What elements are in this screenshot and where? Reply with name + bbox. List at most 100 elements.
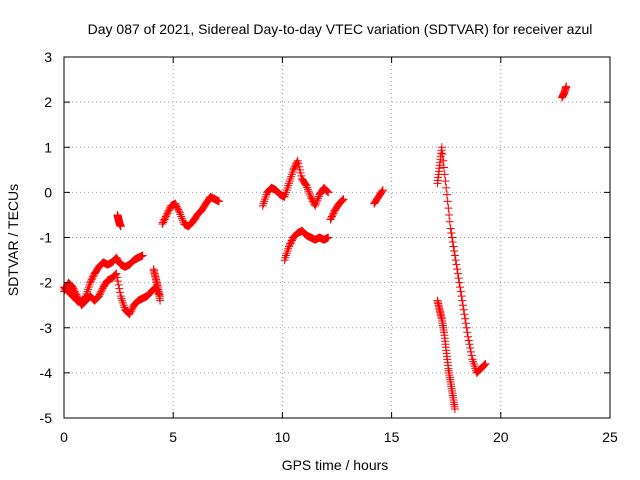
series-trace-12 [557, 82, 571, 102]
data-point [304, 187, 313, 196]
y-tick-label: -1 [40, 230, 53, 246]
data-point [156, 296, 165, 305]
data-point [465, 340, 474, 349]
series-trace-2 [60, 269, 165, 319]
data-point [113, 277, 122, 286]
data-point [177, 212, 186, 221]
y-tick-label: 2 [44, 94, 52, 110]
grid-layer [64, 57, 610, 418]
series-trace-8 [326, 195, 348, 224]
data-point [338, 195, 347, 204]
data-layer [60, 82, 571, 413]
data-point [292, 158, 301, 167]
data-point [448, 238, 457, 247]
data-point [453, 265, 462, 274]
y-tick-label: -3 [40, 320, 53, 336]
data-point [437, 143, 446, 152]
data-point [314, 194, 323, 203]
data-point [445, 210, 454, 219]
x-tick-label: 5 [169, 429, 177, 445]
data-point [302, 181, 311, 190]
data-point [323, 187, 332, 196]
data-point [467, 351, 476, 360]
data-point [442, 190, 451, 199]
data-point [452, 260, 461, 269]
data-point [311, 200, 320, 209]
x-tick-label: 20 [493, 429, 509, 445]
data-point [445, 217, 454, 226]
data-point [444, 204, 453, 213]
series-trace-5 [158, 192, 224, 231]
data-point [116, 222, 125, 231]
data-point [456, 283, 465, 292]
data-point [324, 233, 333, 242]
data-point [115, 284, 124, 293]
data-point [481, 359, 490, 368]
data-point [177, 214, 186, 223]
x-tick-label: 10 [275, 429, 291, 445]
x-tick-label: 15 [384, 429, 400, 445]
data-point [464, 332, 473, 341]
series-trace-11 [433, 143, 490, 377]
data-point [313, 196, 322, 205]
tick-layer: 0 5 10 15 20 25 -5 -4 -3 -2 -1 0 1 2 3 [40, 49, 618, 445]
data-point [447, 228, 456, 237]
data-point [324, 188, 333, 197]
series-trace-10 [433, 296, 459, 413]
data-point [113, 273, 122, 282]
data-point [455, 278, 464, 287]
data-point [460, 310, 469, 319]
data-point [446, 224, 455, 233]
data-point [215, 197, 224, 206]
data-point [442, 183, 451, 192]
data-point [178, 216, 187, 225]
series-trace-9 [370, 186, 387, 208]
y-tick-label: 1 [44, 139, 52, 155]
data-point [438, 150, 447, 159]
y-tick-label: 3 [44, 49, 52, 65]
data-point [443, 197, 452, 206]
x-axis-label: GPS time / hours [282, 457, 389, 473]
data-point [461, 314, 470, 323]
data-point [175, 207, 184, 216]
data-point [303, 183, 312, 192]
data-point [338, 196, 347, 205]
x-tick-label: 0 [60, 429, 68, 445]
data-point [454, 274, 463, 283]
data-point [440, 163, 449, 172]
y-tick-label: -5 [40, 410, 53, 426]
data-point [439, 156, 448, 165]
data-point [114, 280, 123, 289]
data-point [461, 319, 470, 328]
y-tick-label: -2 [40, 275, 53, 291]
data-point [464, 336, 473, 345]
data-point [138, 251, 147, 260]
data-point [450, 404, 459, 413]
y-axis-label: SDTVAR / TECUs [5, 184, 21, 296]
data-point [448, 233, 457, 242]
data-point [440, 170, 449, 179]
data-point [112, 269, 121, 278]
data-point [449, 242, 458, 251]
data-point [312, 198, 321, 207]
data-point [441, 177, 450, 186]
series-trace-3 [113, 210, 125, 231]
data-point [453, 269, 462, 278]
data-point [457, 292, 466, 301]
data-point [378, 186, 387, 195]
data-point [116, 288, 125, 297]
x-tick-label: 25 [602, 429, 618, 445]
y-tick-label: 0 [44, 184, 52, 200]
data-point [459, 305, 468, 314]
data-point [306, 191, 315, 200]
data-point [175, 208, 184, 217]
data-point [480, 360, 489, 369]
data-point [305, 189, 314, 198]
data-point [456, 287, 465, 296]
data-point [176, 210, 185, 219]
data-point [378, 187, 387, 196]
data-point [466, 344, 475, 353]
chart-title: Day 087 of 2021, Sidereal Day-to-day VTE… [88, 21, 593, 37]
